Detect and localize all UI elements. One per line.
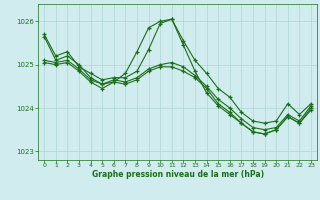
X-axis label: Graphe pression niveau de la mer (hPa): Graphe pression niveau de la mer (hPa) <box>92 170 264 179</box>
